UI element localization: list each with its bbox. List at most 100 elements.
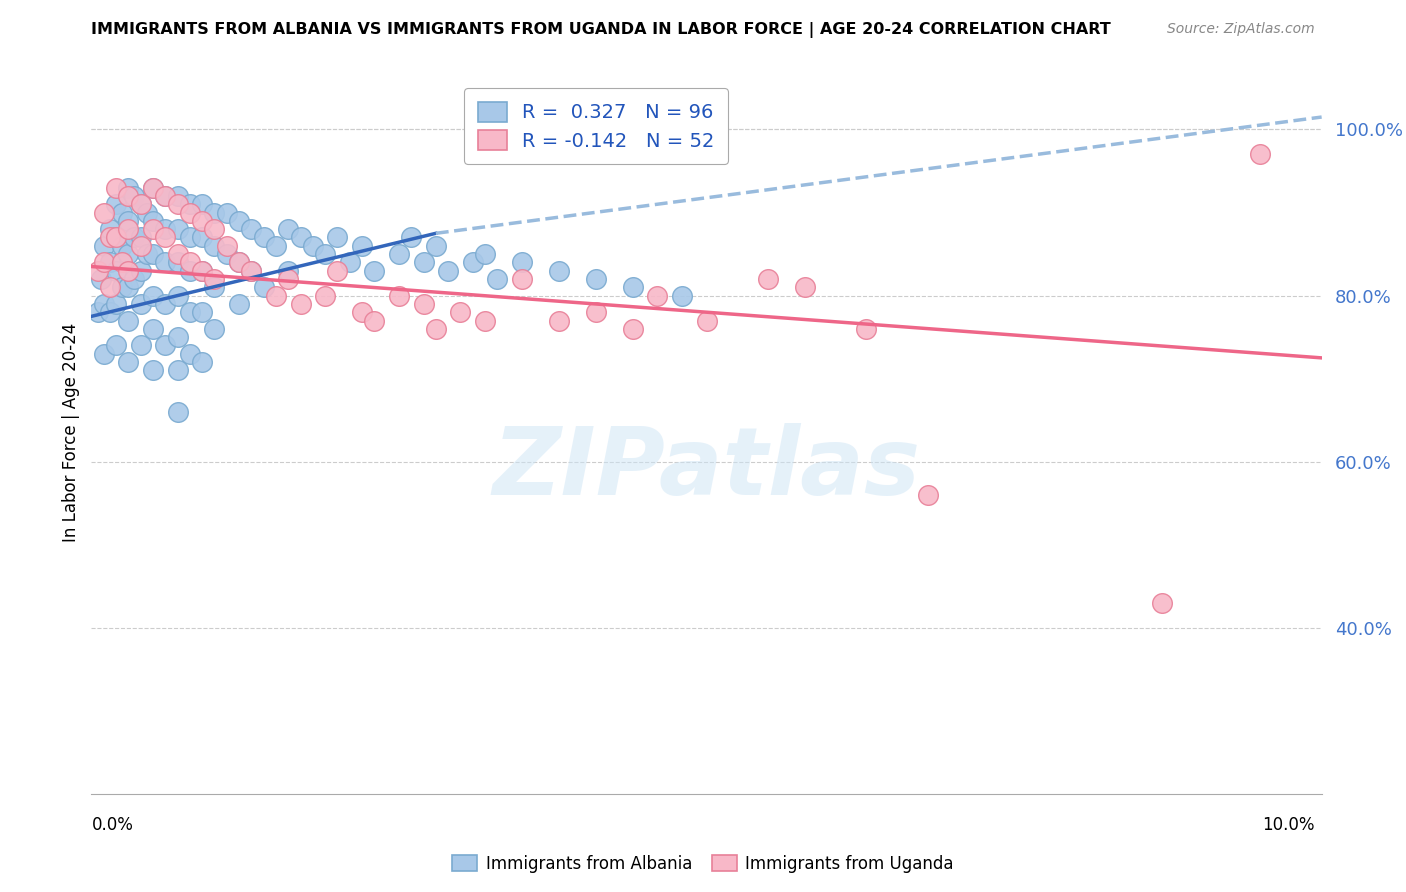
Point [191,263,214,277]
Point [129,263,152,277]
Point [412,297,434,311]
Point [547,313,569,327]
Point [86,263,108,277]
Point [425,239,447,253]
Point [326,230,349,244]
Point [191,197,214,211]
Point [314,288,336,302]
Point [202,239,225,253]
Point [93,255,115,269]
Point [166,363,188,377]
Point [117,263,139,277]
Point [166,255,188,269]
Point [117,313,139,327]
Point [153,297,177,311]
Point [179,230,201,244]
Point [314,247,336,261]
Point [179,263,201,277]
Point [117,189,139,203]
Point [166,288,188,302]
Point [855,322,877,336]
Point [129,230,152,244]
Point [105,263,127,277]
Point [142,180,165,194]
Point [917,488,939,502]
Point [363,263,385,277]
Point [350,239,373,253]
Point [474,313,496,327]
Point [142,247,165,261]
Point [153,189,177,203]
Point [142,363,165,377]
Point [129,197,152,211]
Point [142,180,165,194]
Text: 10.0%: 10.0% [1263,816,1315,834]
Point [117,280,139,294]
Point [191,263,214,277]
Point [135,205,157,219]
Point [215,205,238,219]
Point [98,230,121,244]
Point [191,214,214,228]
Point [793,280,815,294]
Point [486,272,509,286]
Point [153,255,177,269]
Point [326,263,349,277]
Point [277,272,299,286]
Point [105,230,127,244]
Point [202,222,225,236]
Point [111,255,134,269]
Point [90,272,112,286]
Point [290,297,312,311]
Point [179,255,201,269]
Point [93,205,115,219]
Point [93,239,115,253]
Point [645,288,668,302]
Point [117,214,139,228]
Text: Source: ZipAtlas.com: Source: ZipAtlas.com [1167,22,1315,37]
Point [228,214,250,228]
Point [105,338,127,352]
Point [124,272,146,286]
Point [129,338,152,352]
Point [696,313,718,327]
Point [339,255,361,269]
Point [142,222,165,236]
Point [228,297,250,311]
Point [153,222,177,236]
Point [111,280,134,294]
Point [461,255,484,269]
Point [585,305,607,319]
Point [166,197,188,211]
Point [412,255,434,269]
Point [264,239,287,253]
Point [179,347,201,361]
Point [671,288,693,302]
Point [98,280,121,294]
Point [98,305,121,319]
Point [202,322,225,336]
Point [510,272,533,286]
Point [93,347,115,361]
Point [105,297,127,311]
Point [228,255,250,269]
Point [166,330,188,344]
Point [153,189,177,203]
Point [98,222,121,236]
Point [202,280,225,294]
Point [388,288,411,302]
Point [129,297,152,311]
Point [98,255,121,269]
Point [277,263,299,277]
Point [585,272,607,286]
Point [1249,147,1271,161]
Point [399,230,422,244]
Point [142,288,165,302]
Point [179,205,201,219]
Point [202,205,225,219]
Point [437,263,460,277]
Point [191,305,214,319]
Point [124,189,146,203]
Text: 0.0%: 0.0% [91,816,134,834]
Point [264,288,287,302]
